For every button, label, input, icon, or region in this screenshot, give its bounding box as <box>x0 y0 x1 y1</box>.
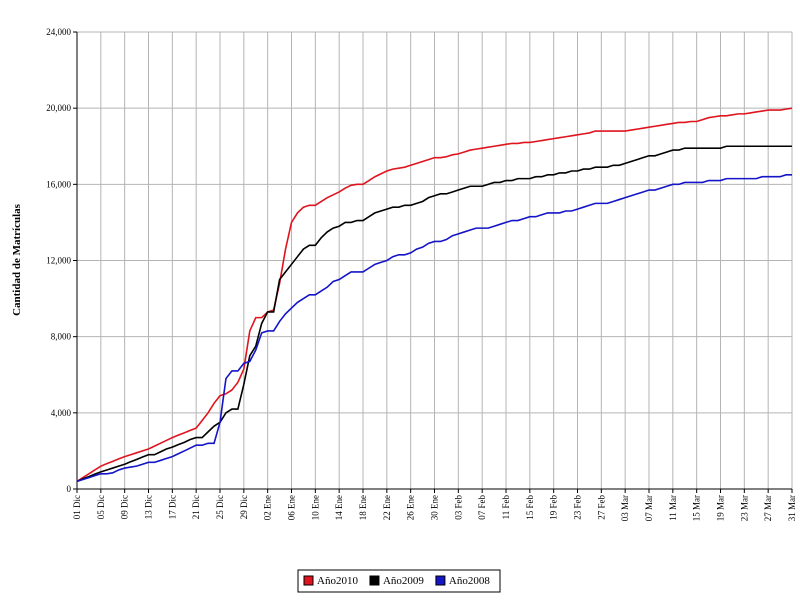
y-tick-label: 20,000 <box>46 103 71 113</box>
y-tick-label: 4,000 <box>51 408 72 418</box>
legend-swatch <box>303 575 314 586</box>
series-line <box>76 145 792 483</box>
x-tick-label: 19 Feb <box>549 495 559 520</box>
x-tick-label: 02 Ene <box>263 495 273 520</box>
legend-box <box>297 569 501 593</box>
x-tick-label: 31 Mar <box>787 495 797 521</box>
legend-swatch <box>369 575 380 586</box>
x-tick-label: 15 Mar <box>692 495 702 521</box>
x-tick-label: 10 Ene <box>310 495 320 520</box>
series-line <box>76 107 793 483</box>
x-tick-label: 19 Mar <box>716 495 726 521</box>
x-tick-label: 03 Feb <box>453 495 463 520</box>
x-tick-label: 01 Dic <box>72 495 82 519</box>
x-tick-label: 27 Mar <box>763 495 773 521</box>
legend-label: Año2009 <box>383 575 424 587</box>
x-tick-label: 05 Dic <box>96 495 106 519</box>
x-tick-label: 11 Feb <box>501 495 511 520</box>
x-tick-label: 23 Mar <box>739 495 749 521</box>
x-tick-label: 09 Dic <box>120 495 130 519</box>
x-tick-label: 23 Feb <box>573 495 583 520</box>
x-tick-label: 03 Mar <box>620 495 630 521</box>
x-tick-label: 22 Ene <box>382 495 392 520</box>
y-tick-label: 0 <box>67 484 72 494</box>
series-line <box>76 174 792 483</box>
y-axis-label: Cantidad de Matrículas <box>11 203 23 316</box>
x-tick-label: 30 Ene <box>430 495 440 520</box>
x-tick-label: 25 Dic <box>215 495 225 519</box>
legend-label: Año2008 <box>449 575 490 587</box>
x-tick-label: 27 Feb <box>596 495 606 520</box>
x-tick-label: 29 Dic <box>239 495 249 519</box>
x-tick-label: 13 Dic <box>144 495 154 519</box>
x-tick-label: 06 Ene <box>287 495 297 520</box>
y-tick-label: 24,000 <box>46 27 71 37</box>
y-tick-label: 16,000 <box>46 179 71 189</box>
x-tick-label: 11 Mar <box>668 495 678 521</box>
x-tick-label: 17 Dic <box>167 495 177 519</box>
x-tick-label: 26 Ene <box>406 495 416 520</box>
x-tick-label: 14 Ene <box>334 495 344 520</box>
legend-swatch <box>435 575 446 586</box>
x-tick-label: 07 Mar <box>644 495 654 521</box>
x-tick-label: 07 Feb <box>477 495 487 520</box>
y-tick-label: 8,000 <box>51 332 72 342</box>
y-tick-label: 12,000 <box>46 256 71 266</box>
x-tick-label: 21 Dic <box>191 495 201 519</box>
legend-label: Año2010 <box>317 575 358 587</box>
x-tick-label: 18 Ene <box>358 495 368 520</box>
x-tick-label: 15 Feb <box>525 495 535 520</box>
